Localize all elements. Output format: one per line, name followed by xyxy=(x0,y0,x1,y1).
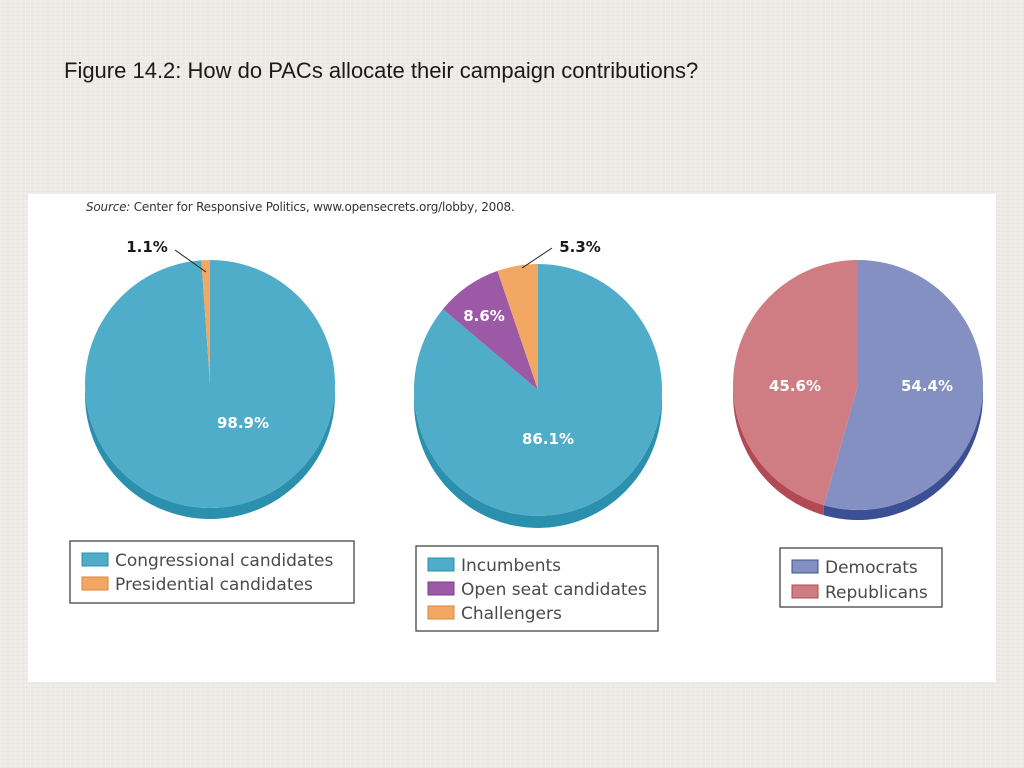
legend-swatch xyxy=(81,552,109,567)
legend-swatch xyxy=(427,557,455,572)
legend-swatch xyxy=(791,584,819,599)
legend-box xyxy=(415,545,659,632)
leader-line xyxy=(521,247,553,269)
pie-chart-3: 54.4% 45.6% Democrats Republicans xyxy=(732,260,984,608)
pie-chart-2: 86.1% 8.6% 5.3% Incumbents Open seat candida… xyxy=(413,238,662,632)
pie-slice-presidential-candidates xyxy=(201,260,210,384)
pie-slice-incumbents xyxy=(413,264,662,516)
leader-line xyxy=(174,249,207,273)
pie-slice-edge xyxy=(733,385,824,516)
legend-box xyxy=(69,540,355,604)
slice-value-label: 86.1% xyxy=(522,430,574,448)
source-line: Source: Center for Responsive Politics, … xyxy=(86,200,515,214)
slice-value-label: 8.6% xyxy=(463,307,505,325)
pie-chart-1: 98.9% 1.1% Congressional candidates Preside… xyxy=(69,238,355,604)
slide-title: Figure 14.2: How do PACs allocate their … xyxy=(64,58,699,83)
slice-value-label: 45.6% xyxy=(769,377,821,395)
legend-swatch xyxy=(81,576,109,591)
pie-slice-congressional-candidates xyxy=(85,260,336,508)
legend-entry: Congressional candidates xyxy=(115,551,333,571)
slice-value-label: 54.4% xyxy=(901,377,953,395)
source-text: Center for Responsive Politics, www.open… xyxy=(133,200,515,214)
legend-entry: Challengers xyxy=(461,604,562,624)
legend-entry: Open seat candidates xyxy=(461,580,647,600)
legend-entry: Incumbents xyxy=(461,556,561,576)
legend: Democrats Republicans xyxy=(779,547,943,608)
source-label: Source: xyxy=(86,200,131,214)
legend-swatch xyxy=(427,581,455,596)
pie-slice-open-seat-candidates xyxy=(442,270,538,390)
legend-swatch xyxy=(791,559,819,574)
legend: Incumbents Open seat candidates Challenger… xyxy=(415,545,659,632)
slice-value-label: 98.9% xyxy=(217,414,269,432)
legend-entry: Republicans xyxy=(825,583,928,603)
pie-slice-challengers xyxy=(497,264,538,390)
pie-slice-democrats xyxy=(823,260,983,510)
legend-swatch xyxy=(427,605,455,620)
legend: Congressional candidates Presidential can… xyxy=(69,540,355,604)
slice-value-label: 1.1% xyxy=(126,238,168,256)
legend-entry: Presidential candidates xyxy=(115,575,313,595)
legend-entry: Democrats xyxy=(825,558,918,578)
pie-slice-republicans xyxy=(732,260,858,506)
slice-value-label: 5.3% xyxy=(559,238,601,256)
pie-slice-edge xyxy=(823,385,984,521)
